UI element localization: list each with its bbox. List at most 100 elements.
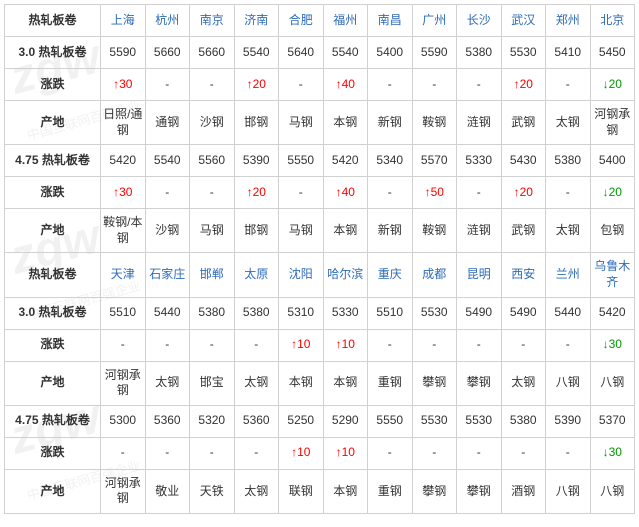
origin-cell: 重钢 [368,361,413,405]
row-label: 涨跌 [5,177,101,209]
price-cell: 5440 [145,297,190,329]
change-cell: ↑10 [279,437,324,469]
change-cell: - [546,437,591,469]
change-cell: - [546,69,591,101]
change-cell: - [501,437,546,469]
city-header: 长沙 [457,5,502,37]
origin-cell: 河钢承钢 [101,469,146,513]
price-cell: 5250 [279,405,324,437]
row-label: 产地 [5,361,101,405]
price-cell: 5510 [101,297,146,329]
price-cell: 5550 [279,145,324,177]
change-cell: - [368,69,413,101]
change-cell: - [145,329,190,361]
origin-cell: 太钢 [546,209,591,253]
header-row: 热轧板卷天津石家庄邯郸太原沈阳哈尔滨重庆成都昆明西安兰州乌鲁木齐 [5,253,635,297]
city-header: 郑州 [546,5,591,37]
price-cell: 5370 [590,405,635,437]
row-4-75-change: 涨跌↑30--↑20-↑40-↑50-↑20-↓20 [5,177,635,209]
change-cell: ↑10 [323,329,368,361]
change-cell: ↓30 [590,329,635,361]
city-header: 天津 [101,253,146,297]
origin-cell: 联钢 [279,469,324,513]
row-4-75-price: 4.75 热轧板卷5300536053205360525052905550553… [5,405,635,437]
change-cell: - [546,177,591,209]
price-cell: 5390 [234,145,279,177]
price-cell: 5360 [145,405,190,437]
origin-cell: 马钢 [190,209,235,253]
origin-cell: 太钢 [145,361,190,405]
row-3-0-change: 涨跌↑30--↑20-↑40---↑20-↓20 [5,69,635,101]
city-header: 西安 [501,253,546,297]
origin-cell: 本钢 [323,469,368,513]
change-cell: - [145,69,190,101]
origin-cell: 马钢 [279,101,324,145]
origin-cell: 鞍钢 [412,101,457,145]
row-4-75-origin: 产地河钢承钢敬业天铁太钢联钢本钢重钢攀钢攀钢酒钢八钢八钢 [5,469,635,513]
price-cell: 5560 [190,145,235,177]
change-cell: - [368,329,413,361]
city-header: 北京 [590,5,635,37]
city-header: 南昌 [368,5,413,37]
change-cell: ↓20 [590,69,635,101]
origin-cell: 武钢 [501,101,546,145]
change-cell: - [279,177,324,209]
change-cell: - [412,437,457,469]
origin-cell: 攀钢 [457,469,502,513]
row-4-75-origin: 产地鞍钢/本钢沙钢马钢邯钢马钢本钢新钢鞍钢涟钢武钢太钢包钢 [5,209,635,253]
city-header: 石家庄 [145,253,190,297]
price-cell: 5330 [323,297,368,329]
change-cell: - [190,437,235,469]
change-cell: - [457,69,502,101]
city-header: 成都 [412,253,457,297]
change-cell: - [190,69,235,101]
row-3-0-change: 涨跌----↑10↑10-----↓30 [5,329,635,361]
origin-cell: 日照/通钢 [101,101,146,145]
change-cell: - [190,329,235,361]
city-header: 邯郸 [190,253,235,297]
change-cell: ↑20 [501,69,546,101]
origin-cell: 本钢 [279,361,324,405]
price-cell: 5440 [546,297,591,329]
change-cell: - [234,329,279,361]
price-cell: 5410 [546,37,591,69]
change-cell: - [279,69,324,101]
row-3-0-price: 3.0 热轧板卷55105440538053805310533055105530… [5,297,635,329]
origin-cell: 攀钢 [412,469,457,513]
origin-cell: 重钢 [368,469,413,513]
change-cell: - [101,329,146,361]
row-label: 涨跌 [5,437,101,469]
origin-cell: 太钢 [234,361,279,405]
city-header: 上海 [101,5,146,37]
origin-cell: 鞍钢/本钢 [101,209,146,253]
price-cell: 5540 [234,37,279,69]
price-cell: 5530 [412,297,457,329]
price-cell: 5660 [145,37,190,69]
price-cell: 5490 [457,297,502,329]
price-cell: 5360 [234,405,279,437]
price-cell: 5290 [323,405,368,437]
change-cell: - [368,437,413,469]
price-cell: 5340 [368,145,413,177]
origin-cell: 太钢 [546,101,591,145]
row-3-0-origin: 产地河钢承钢太钢邯宝太钢本钢本钢重钢攀钢攀钢太钢八钢八钢 [5,361,635,405]
price-cell: 5530 [457,405,502,437]
row-label: 4.75 热轧板卷 [5,405,101,437]
price-cell: 5590 [101,37,146,69]
price-cell: 5590 [412,37,457,69]
origin-cell: 通钢 [145,101,190,145]
change-cell: - [368,177,413,209]
price-cell: 5320 [190,405,235,437]
change-cell: - [412,329,457,361]
origin-cell: 八钢 [590,469,635,513]
change-cell: - [457,177,502,209]
city-header: 乌鲁木齐 [590,253,635,297]
price-cell: 5420 [101,145,146,177]
city-header: 广州 [412,5,457,37]
row-label: 产地 [5,469,101,513]
price-cell: 5380 [190,297,235,329]
row-4-75-price: 4.75 热轧板卷5420554055605390555054205340557… [5,145,635,177]
origin-cell: 攀钢 [412,361,457,405]
row-3-0-origin: 产地日照/通钢通钢沙钢邯钢马钢本钢新钢鞍钢涟钢武钢太钢河钢承钢 [5,101,635,145]
origin-cell: 沙钢 [145,209,190,253]
